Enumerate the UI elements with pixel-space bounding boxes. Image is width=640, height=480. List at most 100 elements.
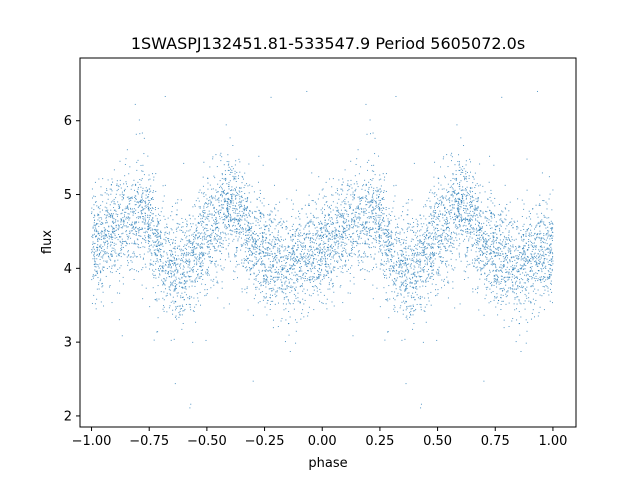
data-point [93, 294, 95, 296]
data-point [184, 234, 186, 236]
data-point [498, 241, 500, 243]
data-point [548, 275, 550, 277]
data-point [341, 201, 343, 203]
data-point [435, 271, 437, 273]
data-point [458, 213, 460, 215]
data-point [437, 289, 439, 291]
data-point [384, 252, 386, 254]
data-point [504, 281, 506, 283]
data-point [106, 247, 108, 249]
data-point [461, 196, 463, 198]
data-point [317, 264, 319, 266]
data-point [406, 214, 408, 216]
data-point [273, 281, 275, 283]
data-point [462, 166, 464, 168]
data-point [314, 279, 316, 281]
data-point [94, 256, 96, 258]
data-point [331, 233, 333, 235]
data-point [166, 277, 168, 279]
data-point [203, 233, 205, 235]
data-point [507, 276, 509, 278]
data-point [316, 277, 318, 279]
data-point [459, 208, 461, 210]
data-point [418, 275, 420, 277]
data-point [436, 230, 438, 232]
data-point [534, 303, 535, 305]
data-point [269, 239, 271, 241]
data-point [168, 240, 170, 242]
data-point [394, 250, 396, 252]
data-point [532, 256, 534, 258]
data-point [254, 262, 256, 264]
data-point [204, 209, 206, 211]
data-point [418, 252, 420, 254]
data-point [335, 228, 337, 230]
data-point [255, 240, 257, 242]
data-point [419, 246, 421, 248]
data-point [174, 273, 176, 275]
data-point [175, 236, 177, 238]
data-point [434, 216, 436, 218]
data-point [92, 227, 94, 229]
data-point [531, 241, 533, 243]
data-point [478, 222, 480, 224]
data-point [292, 286, 294, 288]
data-point [343, 217, 345, 219]
data-point [374, 174, 376, 176]
data-point [535, 226, 537, 228]
data-point [181, 229, 183, 231]
data-point [532, 298, 534, 300]
data-point [181, 253, 183, 255]
data-point [342, 272, 344, 274]
data-point [345, 222, 347, 224]
data-point [354, 194, 356, 196]
data-point [512, 268, 514, 270]
data-point [301, 235, 303, 237]
data-point [520, 316, 522, 318]
data-point [223, 192, 225, 194]
data-point [415, 232, 417, 234]
data-point [195, 228, 197, 230]
data-point [469, 225, 471, 227]
data-point [230, 218, 232, 220]
data-point [197, 256, 199, 258]
data-point [500, 264, 502, 266]
data-point [398, 238, 400, 240]
data-point [430, 291, 432, 293]
data-point [152, 217, 154, 219]
data-point [255, 251, 257, 253]
data-point [200, 242, 202, 244]
data-point [127, 237, 129, 239]
data-point [286, 271, 288, 273]
data-point [477, 216, 479, 218]
data-point [547, 226, 549, 228]
data-point [539, 250, 541, 252]
data-point [188, 239, 190, 241]
data-point [423, 251, 425, 253]
data-point [123, 253, 125, 255]
data-point [281, 269, 283, 271]
data-point [294, 290, 296, 292]
data-point [245, 247, 247, 249]
data-point [440, 213, 442, 215]
data-point [107, 212, 109, 214]
data-point [404, 273, 406, 275]
data-point [239, 187, 241, 189]
data-point [551, 261, 553, 263]
data-point [117, 259, 119, 261]
data-point [340, 259, 342, 261]
data-point [420, 306, 422, 308]
data-point [200, 247, 202, 249]
data-point [414, 266, 416, 268]
data-point [238, 201, 240, 203]
data-point [94, 224, 96, 226]
data-point [546, 258, 548, 260]
data-point [287, 256, 289, 258]
data-point [402, 275, 404, 277]
data-point [452, 287, 454, 289]
data-point [215, 216, 217, 218]
data-point [246, 270, 248, 272]
data-point [369, 227, 371, 229]
data-point [232, 240, 234, 242]
data-point [214, 250, 216, 252]
